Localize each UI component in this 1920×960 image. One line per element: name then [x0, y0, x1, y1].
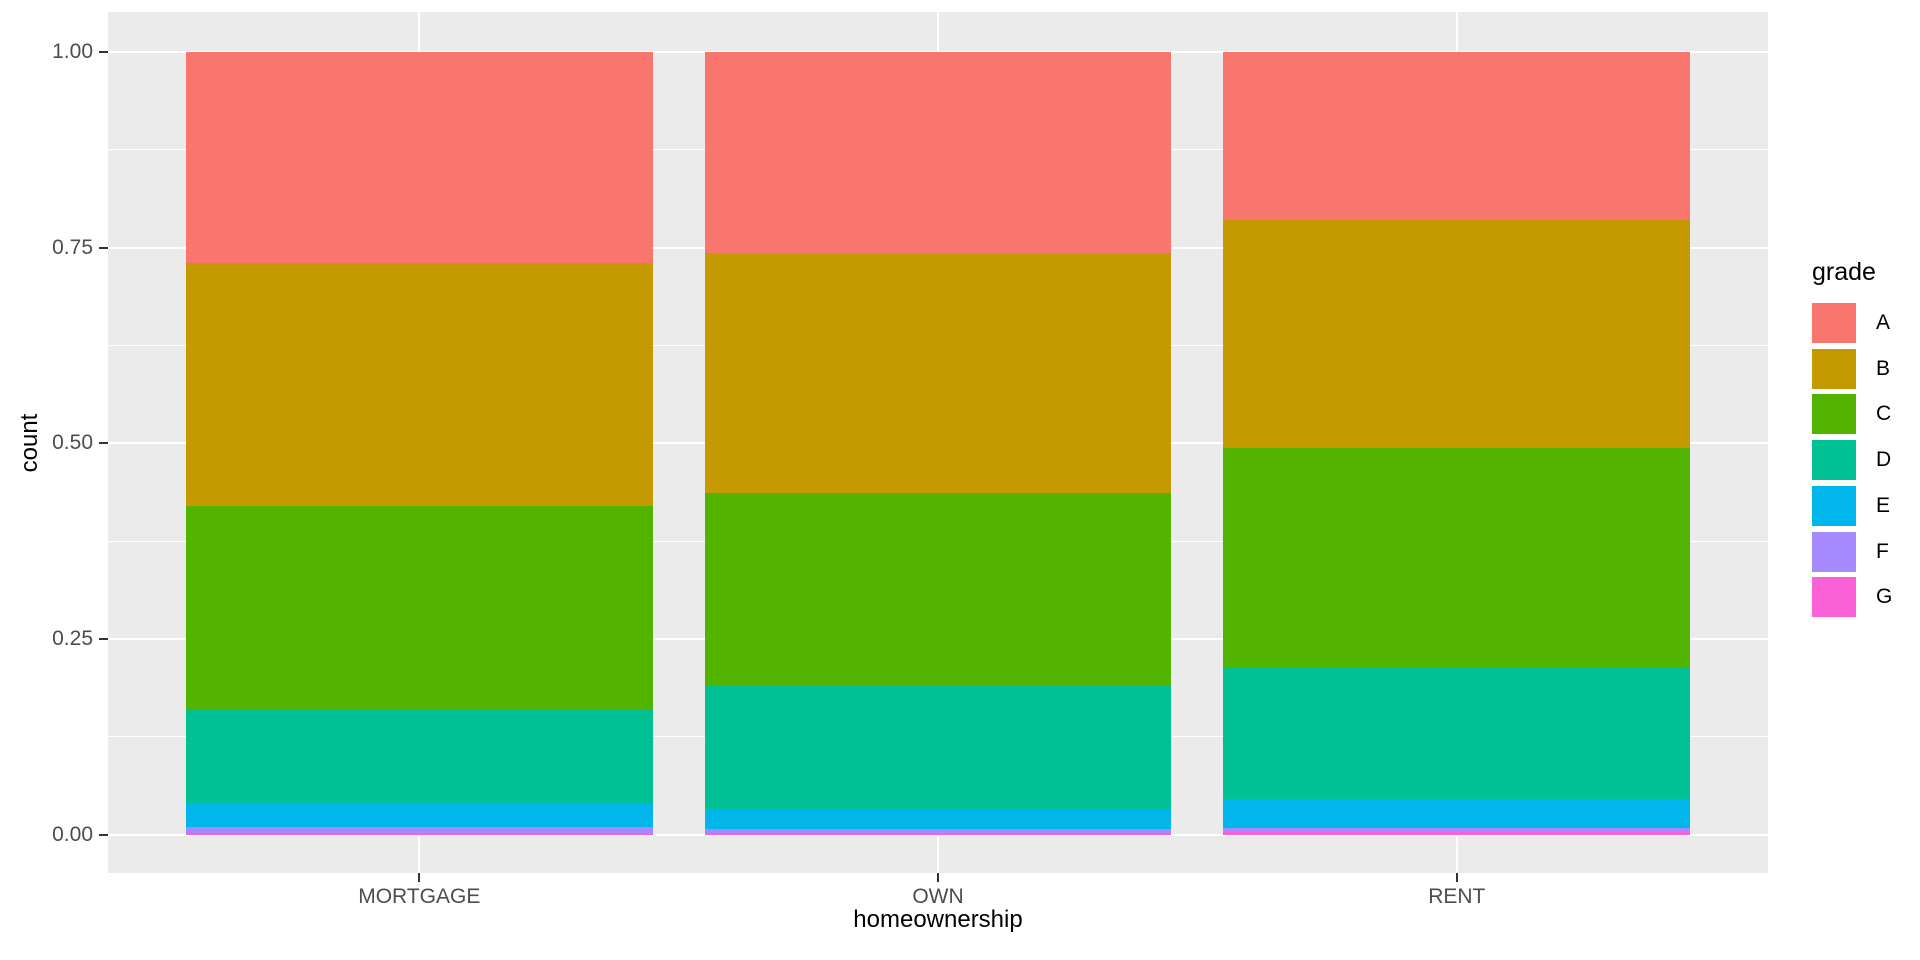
y-tick-mark-0.50 [99, 442, 108, 445]
x-tick-mark-own [937, 873, 939, 882]
x-tick-label-own: OWN [912, 885, 964, 908]
bar-segment-own-grade-f [704, 829, 1172, 833]
y-tick-label-0.75: 0.75 [52, 235, 93, 259]
bar-segment-rent-grade-g [1223, 832, 1691, 835]
legend-swatch-c [1812, 394, 1856, 435]
bar-segment-rent-grade-e [1223, 799, 1691, 829]
legend-label-g: G [1876, 585, 1893, 609]
bar-segment-own-grade-a [704, 52, 1172, 254]
bar-segment-mortgage-grade-a [185, 52, 653, 263]
bar-segment-own-grade-d [704, 685, 1172, 809]
x-tick-mark-rent [1455, 873, 1458, 882]
bar-segment-own-grade-b [704, 253, 1172, 493]
legend-swatch-e [1812, 485, 1856, 526]
bar-segment-mortgage-grade-e [185, 803, 653, 828]
legend-label-b: B [1876, 356, 1891, 380]
y-tick-label-0.00: 0.00 [52, 822, 93, 846]
x-axis-title: homeownership [853, 906, 1023, 933]
legend-swatch-f [1812, 531, 1856, 572]
y-tick-mark-0.00 [99, 833, 108, 836]
bar-segment-mortgage-grade-c [185, 505, 653, 709]
bar-segment-own-grade-g [704, 832, 1172, 835]
bar-segment-own-grade-c [704, 492, 1172, 686]
bar-segment-rent-grade-c [1223, 447, 1691, 668]
y-tick-label-1.00: 1.00 [52, 40, 93, 63]
bar-segment-mortgage-grade-g [185, 832, 653, 835]
legend-label-a: A [1876, 311, 1891, 334]
legend-swatch-g [1812, 577, 1856, 618]
legend-title: grade [1812, 258, 1876, 286]
bar-segment-mortgage-grade-d [185, 708, 653, 804]
plot-panel [108, 12, 1768, 873]
legend-label-e: E [1876, 493, 1891, 517]
legend-label-d: D [1876, 448, 1892, 472]
bar-segment-rent-grade-a [1223, 52, 1691, 221]
legend-swatch-a [1812, 303, 1856, 343]
bar-segment-rent-grade-b [1223, 220, 1691, 448]
bar-segment-mortgage-grade-f [185, 827, 653, 833]
bar-rent [1223, 52, 1691, 835]
x-tick-label-mortgage: MORTGAGE [358, 885, 481, 908]
bar-segment-mortgage-grade-b [185, 262, 653, 506]
legend-swatch-d [1812, 440, 1856, 481]
y-tick-mark-0.25 [99, 637, 108, 640]
y-tick-label-0.50: 0.50 [52, 431, 93, 455]
bar-segment-rent-grade-f [1223, 828, 1691, 833]
y-tick-mark-0.75 [99, 246, 108, 249]
y-tick-label-0.25: 0.25 [52, 626, 93, 650]
y-tick-mark-1.00 [99, 51, 108, 53]
bar-own [704, 52, 1172, 835]
bar-segment-own-grade-e [704, 808, 1172, 830]
legend-swatch-b [1812, 348, 1856, 389]
x-tick-label-rent: RENT [1428, 885, 1486, 908]
legend-label-c: C [1876, 402, 1892, 426]
legend-label-f: F [1876, 539, 1889, 563]
bar-segment-rent-grade-d [1223, 667, 1691, 800]
x-tick-mark-mortgage [418, 873, 421, 882]
bar-mortgage [185, 52, 653, 835]
